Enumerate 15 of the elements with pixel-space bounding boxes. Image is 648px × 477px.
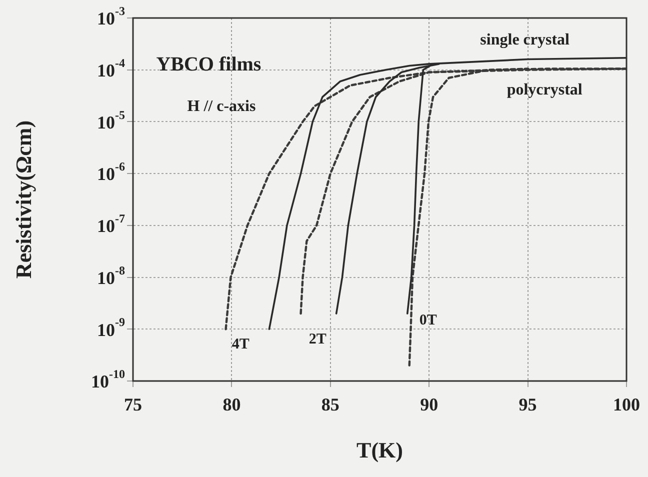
annotation: 4T (232, 336, 250, 353)
annotation: 2T (308, 331, 326, 348)
annotation: YBCO films (156, 53, 262, 76)
x-tick-label: 75 (124, 394, 142, 414)
y-axis-title: Resistivity(Ωcm) (10, 120, 36, 279)
x-axis-title: T(K) (356, 437, 403, 462)
x-tick-label: 85 (321, 394, 340, 414)
x-tick-label: 100 (613, 394, 640, 414)
annotation: single crystal (480, 31, 570, 48)
x-tick-label: 95 (518, 394, 537, 414)
annotation: H // c-axis (187, 98, 256, 116)
annotation: polycrystal (506, 82, 583, 99)
x-tick-label: 90 (420, 394, 438, 414)
annotation: 0T (419, 312, 437, 329)
x-tick-label: 80 (222, 394, 241, 414)
